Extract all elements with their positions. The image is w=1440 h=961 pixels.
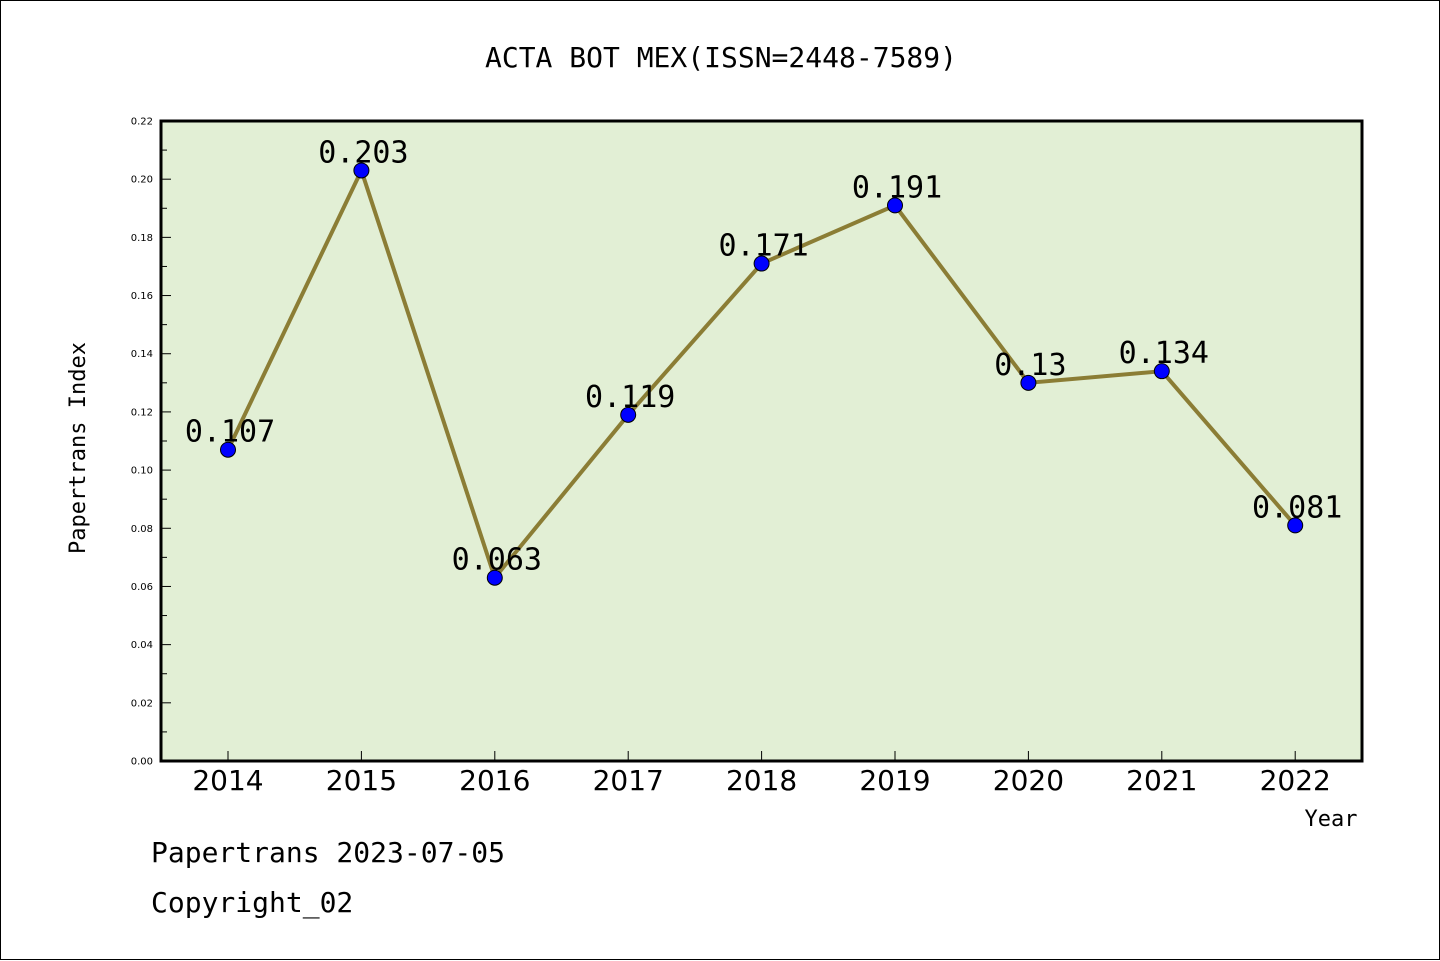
- x-axis-label: Year: [1305, 807, 1358, 832]
- x-tick-label: 2016: [459, 764, 530, 797]
- data-label: 0.107: [185, 415, 275, 450]
- data-point: [887, 197, 903, 214]
- y-tick-label: 0.04: [131, 640, 153, 651]
- data-point: [753, 255, 770, 272]
- y-tick-label: 0.08: [131, 524, 153, 535]
- data-label: 0.081: [1252, 490, 1342, 525]
- data-point: [220, 441, 236, 458]
- data-label: 0.171: [718, 229, 808, 264]
- y-tick-label: 0.20: [131, 175, 153, 186]
- y-tick-label: 0.12: [131, 407, 153, 418]
- data-label: 0.063: [452, 543, 542, 578]
- chart-title: ACTA BOT MEX(ISSN=2448-7589): [485, 41, 957, 74]
- x-tick-label: 2021: [1126, 764, 1197, 797]
- x-tick-label: 2018: [726, 764, 797, 797]
- data-label: 0.119: [585, 380, 675, 415]
- data-label: 0.203: [318, 135, 408, 170]
- data-point: [1153, 363, 1170, 380]
- y-axis-label: Papertrans Index: [66, 342, 91, 554]
- y-tick-label: 0.02: [131, 698, 153, 709]
- data-label: 0.191: [852, 170, 942, 205]
- y-tick-label: 0.06: [131, 582, 153, 593]
- x-tick-label: 2022: [1260, 764, 1331, 797]
- data-point: [486, 569, 503, 586]
- data-point: [620, 406, 637, 423]
- x-tick-label: 2017: [593, 764, 664, 797]
- plot-area: [159, 119, 1364, 763]
- x-axis: 2014 2015 2016 2017 2018 2019 2020 2021 2022: [192, 751, 1331, 797]
- data-label: 0.13: [994, 348, 1066, 383]
- data-label: 0.134: [1119, 336, 1209, 371]
- footer-date: Papertrans 2023-07-05: [151, 836, 506, 869]
- footer-copyright: Copyright_02: [151, 886, 354, 919]
- y-tick-label: 0.00: [131, 757, 153, 768]
- y-tick-label: 0.10: [131, 466, 153, 477]
- x-tick-label: 2014: [192, 764, 263, 797]
- y-tick-label: 0.22: [131, 117, 153, 128]
- series-group: 0.107 0.203 0.063 0.119 0.171 0.191 0.13 0.134 0…: [185, 135, 1342, 586]
- y-axis: 0.00 0.02 0.04 0.06 0.08 0.10 0.12 0.14 0.16 0.18…: [131, 117, 171, 768]
- x-tick-label: 2019: [859, 764, 930, 797]
- data-point: [1020, 374, 1037, 391]
- x-tick-label: 2020: [993, 764, 1064, 797]
- y-tick-label: 0.14: [131, 349, 153, 360]
- y-tick-label: 0.18: [131, 233, 153, 244]
- x-tick-label: 2015: [326, 764, 397, 797]
- data-point: [1287, 517, 1304, 534]
- y-tick-label: 0.16: [131, 291, 153, 302]
- data-point: [353, 162, 370, 179]
